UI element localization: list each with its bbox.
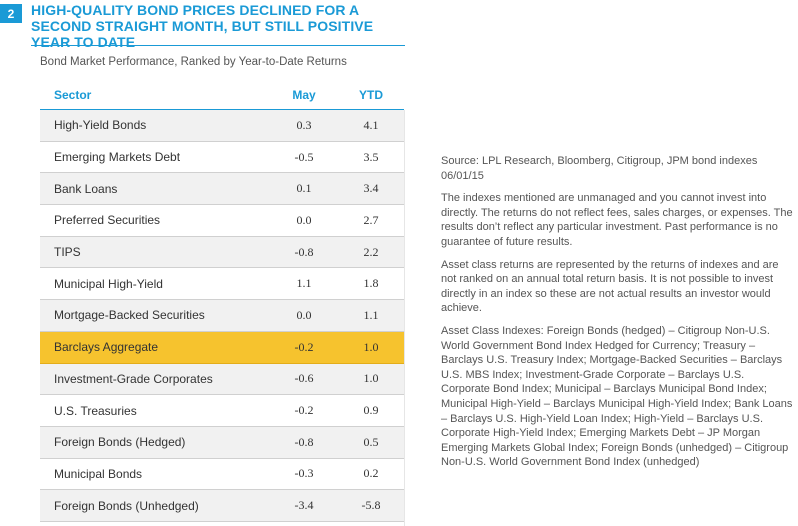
sector-cell: Emerging Markets Debt [54, 150, 181, 165]
header-may: May [292, 87, 316, 102]
ytd-cell: 3.4 [363, 181, 379, 196]
ytd-cell: 2.2 [363, 244, 379, 259]
may-cell: -0.5 [294, 149, 314, 164]
table-row: Emerging Markets Debt -0.5 3.5 [40, 141, 404, 174]
may-cell: 0.0 [296, 212, 312, 227]
title-divider [31, 45, 405, 46]
ytd-cell: 1.0 [363, 339, 379, 354]
asset-class-indexes: Asset Class Indexes: Foreign Bonds (hedg… [441, 324, 793, 469]
ytd-cell: 1.8 [363, 276, 379, 291]
ytd-cell: 0.5 [363, 434, 379, 449]
figure-title: High-Quality Bond Prices Declined for a … [31, 2, 374, 50]
sector-cell: Foreign Bonds (Unhedged) [54, 498, 199, 513]
disclaimer-unmanaged: The indexes mentioned are unmanaged and … [441, 192, 793, 248]
may-cell: -0.3 [294, 466, 314, 481]
table-row: High-Yield Bonds 0.3 4.1 [40, 110, 404, 142]
ytd-cell: 1.0 [363, 371, 379, 386]
sector-cell: TIPS [54, 245, 81, 260]
bond-performance-table: Sector May YTD High-Yield Bonds 0.3 4.1 Eme… [40, 80, 404, 522]
table-row: Bank Loans 0.1 3.4 [40, 173, 404, 206]
ytd-cell: 3.5 [363, 149, 379, 164]
header-ytd: YTD [359, 87, 383, 102]
ytd-cell: 1.1 [363, 307, 379, 322]
disclaimer-returns: Asset class returns are represented by t… [441, 258, 779, 315]
header-sector: Sector [54, 87, 92, 102]
table-right-divider [404, 110, 405, 526]
sector-cell: Mortgage-Backed Securities [54, 308, 205, 323]
sector-cell: Municipal Bonds [54, 466, 143, 481]
ytd-cell: -5.8 [361, 498, 381, 513]
sector-cell: Municipal High-Yield [54, 276, 163, 291]
may-cell: -3.4 [294, 498, 314, 513]
table-row: Mortgage-Backed Securities 0.0 1.1 [40, 300, 404, 332]
table-row: Municipal High-Yield 1.1 1.8 [40, 268, 404, 301]
ytd-cell: 2.7 [363, 212, 379, 227]
table-body: High-Yield Bonds 0.3 4.1 Emerging Markets D… [40, 110, 404, 522]
source-note: Source: LPL Research, Bloomberg, Citigro… [441, 155, 758, 182]
may-cell: -0.2 [294, 339, 314, 354]
table-row: Foreign Bonds (Hedged) -0.8 0.5 [40, 426, 404, 459]
table-row: Foreign Bonds (Unhedged) -3.4 -5.8 [40, 490, 404, 522]
may-cell: -0.6 [294, 371, 314, 386]
ytd-cell: 0.9 [363, 403, 379, 418]
sector-cell: Foreign Bonds (Hedged) [54, 435, 186, 450]
ytd-cell: 0.2 [363, 466, 379, 481]
table-row: Barclays Aggregate -0.2 1.0 [40, 331, 404, 364]
table-row: Investment-Grade Corporates -0.6 1.0 [40, 363, 404, 396]
figure-number-badge: 2 [0, 4, 22, 23]
may-cell: 0.0 [296, 307, 312, 322]
sector-cell: Bank Loans [54, 181, 118, 196]
table-row: U.S. Treasuries -0.2 0.9 [40, 395, 404, 427]
may-cell: -0.8 [294, 244, 314, 259]
may-cell: 0.3 [296, 117, 312, 132]
table-row: Municipal Bonds -0.3 0.2 [40, 458, 404, 491]
sector-cell: Preferred Securities [54, 213, 161, 228]
may-cell: 0.1 [296, 181, 312, 196]
table-header-row: Sector May YTD [40, 80, 404, 110]
may-cell: 1.1 [296, 276, 312, 291]
table-subtitle: Bond Market Performance, Ranked by Year-… [40, 56, 347, 68]
sector-cell: High-Yield Bonds [54, 118, 147, 133]
ytd-cell: 4.1 [363, 117, 379, 132]
may-cell: -0.8 [294, 434, 314, 449]
table-row: Preferred Securities 0.0 2.7 [40, 205, 404, 237]
sector-cell: Barclays Aggregate [54, 340, 159, 355]
may-cell: -0.2 [294, 403, 314, 418]
sector-cell: U.S. Treasuries [54, 403, 137, 418]
notes-panel: Source: LPL Research, Bloomberg, Citigro… [441, 154, 795, 478]
table-row: TIPS -0.8 2.2 [40, 236, 404, 269]
sector-cell: Investment-Grade Corporates [54, 371, 213, 386]
